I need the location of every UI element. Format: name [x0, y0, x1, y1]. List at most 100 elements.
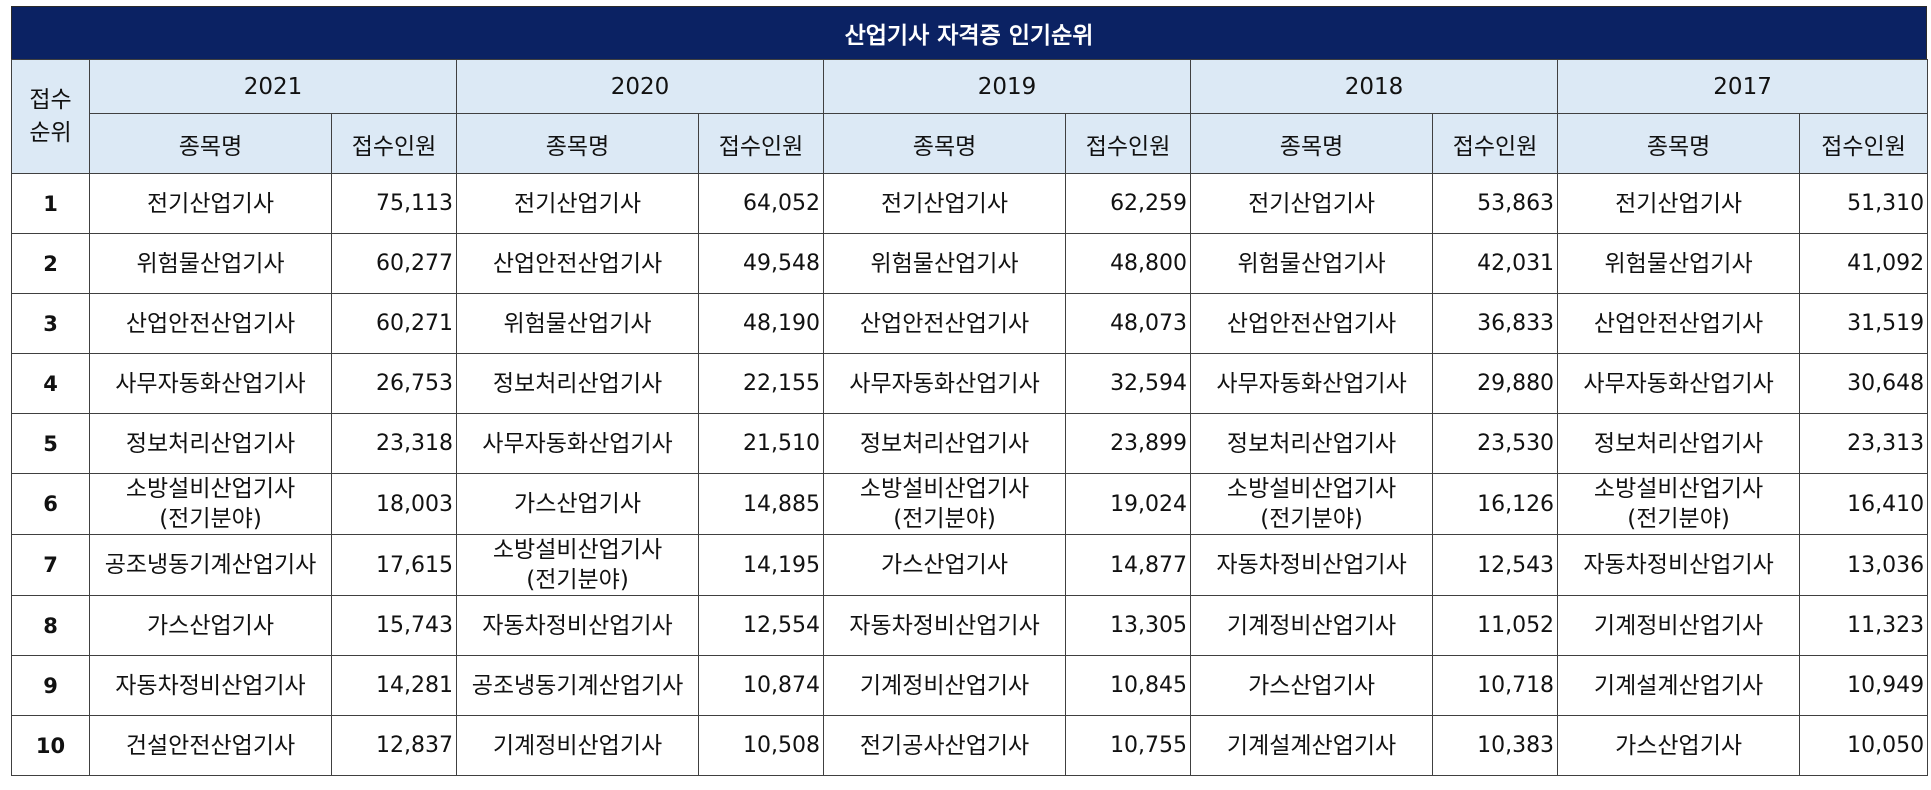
subject-name-line: 정보처리산업기사: [492, 370, 663, 397]
subject-name-line: 산업안전산업기사: [125, 310, 296, 337]
applicant-count-cell: 10,508: [698, 715, 825, 776]
applicant-count-cell: 11,052: [1432, 595, 1559, 656]
rank-header-line1: 접수: [29, 86, 72, 113]
applicant-count-cell: 22,155: [698, 353, 825, 414]
applicant-count-cell: 14,877: [1065, 534, 1192, 596]
subject-name-cell: 소방설비산업기사 (전기분야): [456, 534, 700, 596]
subject-name-line: 전기산업기사: [147, 190, 274, 217]
subject-name-cell: 자동차정비산업기사: [89, 655, 332, 716]
subject-name-line: 정보처리산업기사: [1593, 430, 1764, 457]
rank-header-line2: 순위: [29, 119, 72, 146]
subject-name-cell: 기계정비산업기사: [1190, 595, 1434, 656]
subject-name-cell: 정보처리산업기사: [456, 353, 700, 414]
rank-cell: 4: [11, 353, 90, 414]
rank-cell: 10: [11, 715, 90, 776]
year-header-2020: 2020: [456, 59, 825, 114]
applicant-count-cell: 13,305: [1065, 595, 1192, 656]
applicant-count-cell: 10,874: [698, 655, 825, 716]
applicant-count-cell: 10,755: [1065, 715, 1192, 776]
subject-name-line: 기계정비산업기사: [492, 732, 663, 759]
subject-name-line: 기계정비산업기사: [1593, 612, 1764, 639]
subject-name-line: 산업안전산업기사: [1226, 310, 1397, 337]
subject-name-line: 정보처리산업기사: [1226, 430, 1397, 457]
applicant-count-cell: 10,383: [1432, 715, 1559, 776]
subject-name-line: 자동차정비산업기사: [1216, 552, 1407, 578]
name-column-header: 종목명: [1557, 113, 1801, 174]
subject-name-cell: 위험물산업기사: [1190, 233, 1434, 294]
subject-name-cell: 산업안전산업기사: [823, 293, 1067, 354]
subject-name-line: 전기산업기사: [1248, 190, 1376, 217]
year-header-2017: 2017: [1557, 59, 1929, 114]
applicant-count-cell: 32,594: [1065, 353, 1192, 414]
subject-name-cell: 소방설비산업기사 (전기분야): [89, 473, 332, 535]
table-row: 6 소방설비산업기사 (전기분야) 18,003 가스산업기사 14,885 소방설비산업기…: [11, 473, 1929, 535]
subject-name-line: 위험물산업기사: [870, 250, 1019, 277]
subject-name-cell: 전기산업기사: [89, 173, 332, 234]
subject-name-cell: 기계정비산업기사: [456, 715, 700, 776]
applicant-count-cell: 23,313: [1799, 413, 1929, 474]
count-column-header: 접수인원: [330, 113, 458, 174]
subject-name-cell: 사무자동화산업기사: [456, 413, 700, 474]
applicant-count-cell: 30,648: [1799, 353, 1929, 414]
subject-name-line: 산업안전산업기사: [1593, 310, 1764, 337]
subject-name-cell: 위험물산업기사: [456, 293, 700, 354]
subject-name-cell: 정보처리산업기사: [1557, 413, 1801, 474]
subject-name-line: 기계정비산업기사: [859, 672, 1030, 699]
rank-cell: 5: [11, 413, 90, 474]
subject-name-cell: 가스산업기사: [89, 595, 332, 656]
subject-name-line: 가스산업기사: [514, 491, 641, 517]
subject-name-cell: 기계정비산업기사: [1557, 595, 1801, 656]
subject-name-cell: 자동차정비산업기사: [456, 595, 700, 656]
subject-name-cell: 자동차정비산업기사: [1190, 534, 1434, 596]
subject-name-line: 가스산업기사: [1615, 732, 1743, 759]
subject-name-cell: 전기산업기사: [1557, 173, 1801, 234]
applicant-count-cell: 10,050: [1799, 715, 1929, 776]
count-column-header: 접수인원: [698, 113, 825, 174]
subject-name-cell: 기계정비산업기사: [823, 655, 1067, 716]
subject-name-cell: 사무자동화산업기사: [1190, 353, 1434, 414]
column-header-row: 종목명 접수인원 종목명 접수인원 종목명 접수인원 종목명 접수인원 종목명 …: [12, 113, 1929, 174]
applicant-count-cell: 51,310: [1799, 173, 1929, 234]
applicant-count-cell: 19,024: [1065, 473, 1192, 535]
subject-name-cell: 가스산업기사: [1190, 655, 1434, 716]
subject-name-line: (전기분야): [526, 567, 629, 593]
table-row: 4 사무자동화산업기사 26,753 정보처리산업기사 22,155 사무자동화산업기사 3…: [11, 353, 1929, 414]
subject-name-cell: 전기산업기사: [823, 173, 1067, 234]
subject-name-cell: 소방설비산업기사 (전기분야): [1557, 473, 1801, 535]
subject-name-line: 사무자동화산업기사: [115, 370, 306, 397]
subject-name-line: 가스산업기사: [1248, 672, 1376, 699]
subject-name-line: (전기분야): [1627, 506, 1730, 532]
subject-name-line: 위험물산업기사: [1604, 250, 1753, 277]
table-header: 접수 순위 2021 2020 2019 2018 2017 종목명 접수인원 …: [11, 59, 1929, 174]
applicant-count-cell: 14,195: [698, 534, 825, 596]
subject-name-cell: 기계설계산업기사: [1190, 715, 1434, 776]
subject-name-line: 산업안전산업기사: [859, 310, 1030, 337]
subject-name-line: 공조냉동기계산업기사: [104, 552, 317, 578]
subject-name-line: 사무자동화산업기사: [849, 370, 1040, 397]
name-column-header: 종목명: [456, 113, 700, 174]
subject-name-cell: 공조냉동기계산업기사: [456, 655, 700, 716]
subject-name-cell: 위험물산업기사: [1557, 233, 1801, 294]
applicant-count-cell: 10,718: [1432, 655, 1559, 716]
table-body: 1 전기산업기사 75,113 전기산업기사 64,052 전기산업기사 62,259 전기산…: [11, 173, 1929, 776]
applicant-count-cell: 11,323: [1799, 595, 1929, 656]
subject-name-cell: 산업안전산업기사: [456, 233, 700, 294]
rank-cell: 2: [11, 233, 90, 294]
year-header-2021: 2021: [88, 59, 458, 114]
subject-name-cell: 산업안전산업기사: [1557, 293, 1801, 354]
applicant-count-cell: 10,949: [1799, 655, 1929, 716]
subject-name-cell: 사무자동화산업기사: [89, 353, 332, 414]
subject-name-cell: 공조냉동기계산업기사: [89, 534, 332, 596]
subject-name-line: 기계정비산업기사: [1226, 612, 1397, 639]
subject-name-cell: 가스산업기사: [456, 473, 700, 535]
table-row: 1 전기산업기사 75,113 전기산업기사 64,052 전기산업기사 62,259 전기산…: [11, 173, 1929, 234]
subject-name-line: 정보처리산업기사: [125, 430, 296, 457]
applicant-count-cell: 17,615: [330, 534, 458, 596]
subject-name-line: 전기공사산업기사: [859, 732, 1030, 759]
rank-cell: 3: [11, 293, 90, 354]
table-row: 8 가스산업기사 15,743 자동차정비산업기사 12,554 자동차정비산업기사 13,…: [11, 595, 1929, 656]
subject-name-line: 정보처리산업기사: [859, 430, 1030, 457]
applicant-count-cell: 10,845: [1065, 655, 1192, 716]
applicant-count-cell: 18,003: [330, 473, 458, 535]
rank-cell: 7: [11, 534, 90, 596]
